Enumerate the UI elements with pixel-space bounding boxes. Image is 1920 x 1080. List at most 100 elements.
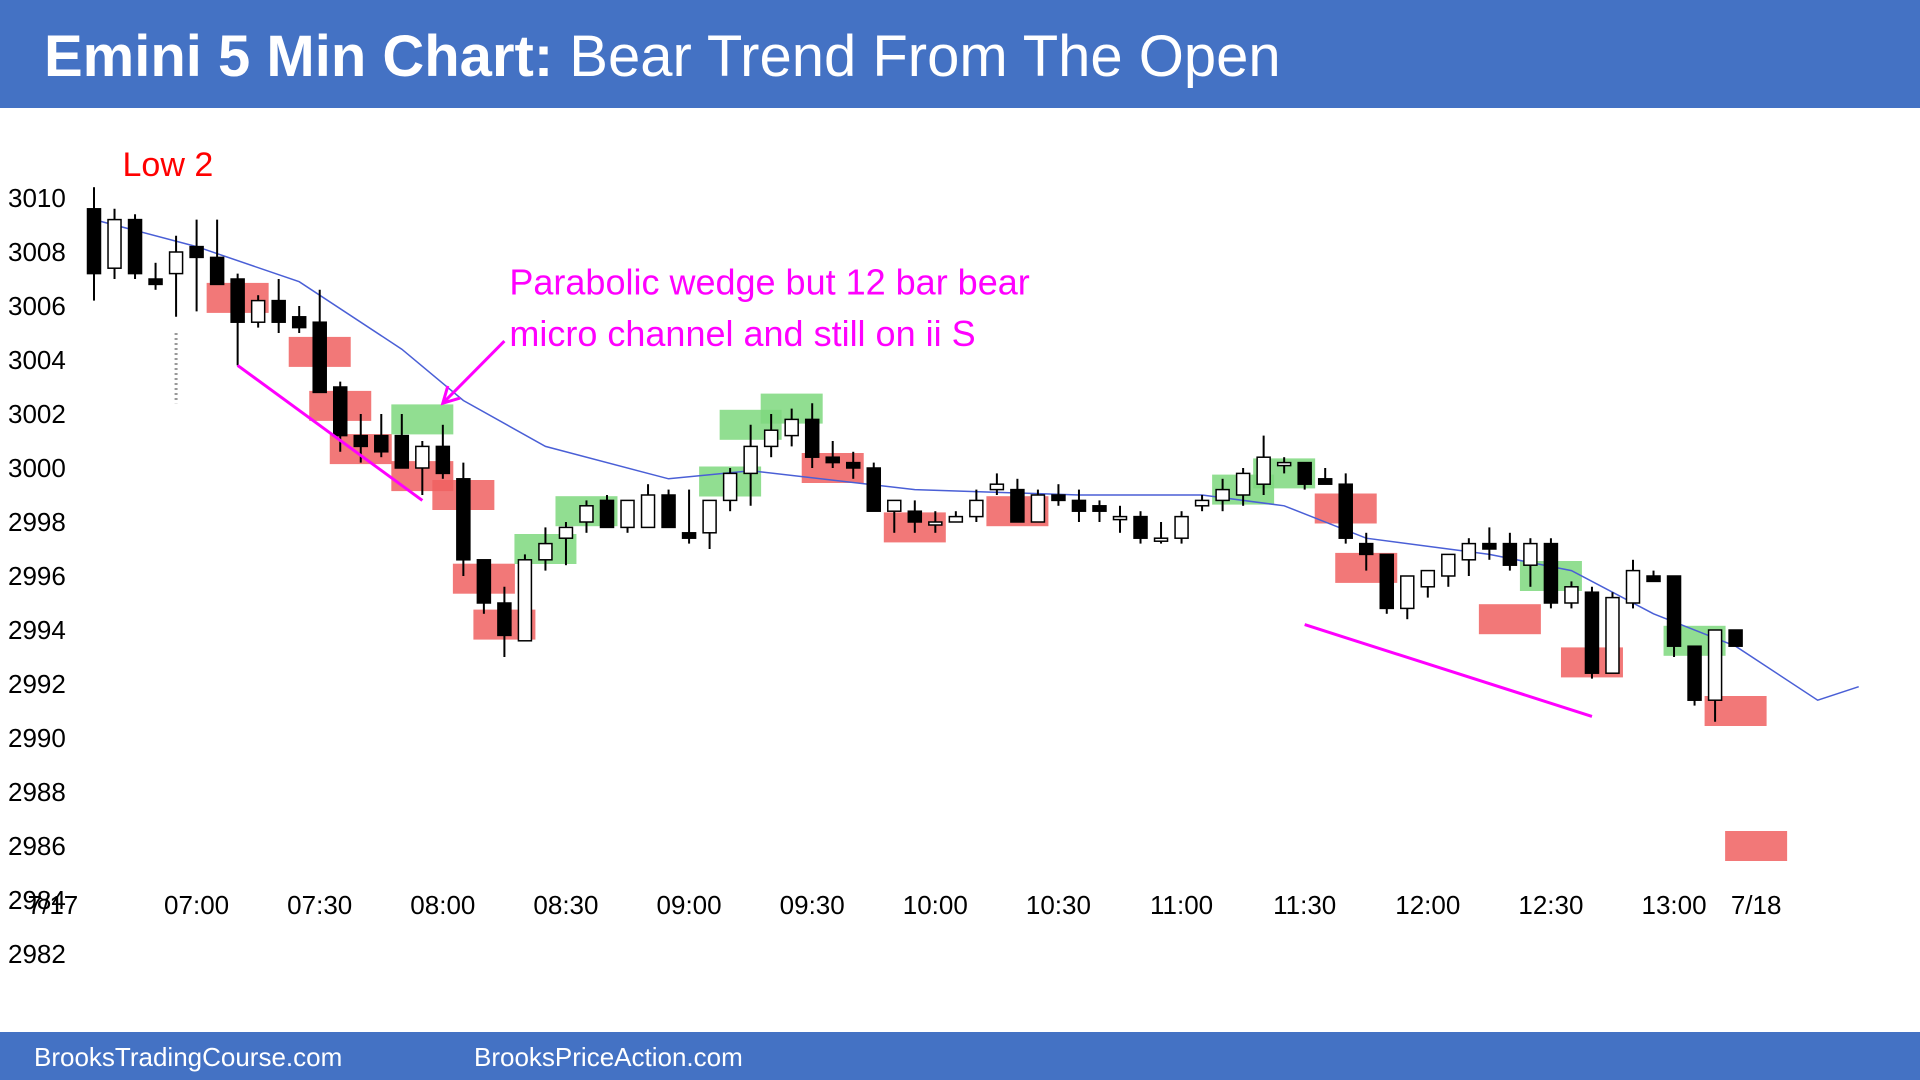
candle-body xyxy=(1605,596,1620,674)
x-tick-label: 7/18 xyxy=(1731,890,1782,920)
candle-body xyxy=(353,434,369,448)
candle-body xyxy=(332,386,348,437)
bull-candle xyxy=(1441,553,1456,587)
chart-title: Emini 5 Min Chart: Bear Trend From The O… xyxy=(44,22,1281,92)
candle-body xyxy=(907,510,923,523)
bear-candle xyxy=(1297,461,1312,490)
candle-body xyxy=(435,445,451,475)
bear-candle xyxy=(1317,468,1333,485)
bear-candle xyxy=(230,273,245,366)
candle-body xyxy=(271,299,286,323)
candle-body xyxy=(681,532,697,539)
candle-body xyxy=(394,434,410,469)
bear-candle xyxy=(456,462,471,576)
bear-candle xyxy=(1502,532,1518,571)
candle-body xyxy=(1338,483,1353,539)
bull-candle xyxy=(640,484,656,529)
candle-body xyxy=(1215,488,1230,502)
footer-right-link[interactable]: BrooksPriceAction.com xyxy=(474,1042,743,1072)
candle-body xyxy=(456,478,471,561)
candle-body xyxy=(1010,488,1025,523)
candle-body xyxy=(1420,569,1436,588)
candle-body xyxy=(969,499,984,518)
title-bold: Emini 5 Min Chart: xyxy=(44,24,554,89)
candle-body xyxy=(558,526,574,539)
y-tick-label: 3002 xyxy=(8,399,66,429)
bull-candle xyxy=(763,414,779,458)
candle-body xyxy=(168,251,184,275)
bear-candle xyxy=(86,187,102,301)
bear-highlight xyxy=(1725,831,1788,861)
bull-candle xyxy=(1153,522,1169,544)
bull-candle xyxy=(558,522,574,566)
footer-left-link[interactable]: BrooksTradingCourse.com xyxy=(34,1042,343,1072)
candle-body xyxy=(1092,505,1107,512)
bear-candle xyxy=(1543,538,1559,609)
bull-candle xyxy=(538,527,553,571)
candle-body xyxy=(804,418,820,458)
candle-body xyxy=(1358,542,1374,556)
candle-body xyxy=(415,445,430,469)
candle-body xyxy=(599,499,615,529)
annotation-text: micro channel and still on ii S xyxy=(509,313,975,354)
x-tick-label: 08:30 xyxy=(533,890,598,920)
candle-body xyxy=(127,218,143,275)
y-tick-label: 3000 xyxy=(8,453,66,483)
bull-candle xyxy=(415,441,430,495)
x-tick-label: 07:30 xyxy=(287,890,352,920)
bear-candle xyxy=(845,451,861,479)
bull-candle xyxy=(168,235,184,317)
candle-body xyxy=(1051,494,1066,502)
candle-body xyxy=(640,494,656,529)
candle-body xyxy=(825,456,840,464)
bull-candle xyxy=(620,499,635,533)
bear-candle xyxy=(394,414,410,469)
bull-candle xyxy=(107,208,122,279)
candle-body xyxy=(1441,553,1456,577)
candle-body xyxy=(1297,461,1312,485)
x-tick-label: 08:00 xyxy=(410,890,475,920)
candle-body xyxy=(1502,542,1518,566)
bear-candle xyxy=(661,489,676,529)
bear-candle xyxy=(1010,478,1025,523)
y-tick-label: 2994 xyxy=(8,615,66,645)
candlestick-chart: 2982 2984 2986 2988 2990 2992 2994 2996 2998 3000… xyxy=(8,146,1859,969)
trend-line xyxy=(1304,623,1593,718)
y-tick-label: 2988 xyxy=(8,777,66,807)
bear-candle xyxy=(681,489,697,544)
bear-candle xyxy=(1071,489,1087,522)
bear-candle xyxy=(1646,570,1661,583)
bear-candle xyxy=(127,214,143,279)
candle-body xyxy=(517,559,533,642)
bull-candle xyxy=(1276,457,1292,474)
bull-candle xyxy=(1625,559,1641,609)
candle-body xyxy=(887,499,902,512)
bull-candle xyxy=(1605,592,1620,674)
bull-candle xyxy=(1564,581,1579,609)
bear-candle xyxy=(374,414,389,458)
candle-body xyxy=(1523,542,1538,566)
candle-body xyxy=(1728,629,1743,647)
candle-body xyxy=(702,499,717,534)
bear-candle xyxy=(1666,575,1682,657)
bear-candle xyxy=(804,403,820,468)
bull-candle xyxy=(784,408,799,447)
y-tick-label: 2984 xyxy=(8,885,66,915)
bear-candle xyxy=(332,381,348,452)
candle-body xyxy=(291,316,307,329)
bull-candle xyxy=(1174,511,1189,544)
y-tick-label: 2992 xyxy=(8,669,66,699)
bull-candle xyxy=(743,424,758,506)
bear-candle xyxy=(1482,527,1497,560)
candle-body xyxy=(1235,472,1251,496)
candle-body xyxy=(1174,515,1189,539)
candle-body xyxy=(722,472,738,502)
candle-body xyxy=(784,418,799,437)
bear-candle xyxy=(1584,586,1600,679)
candle-body xyxy=(1071,499,1087,512)
candle-body xyxy=(538,542,553,561)
candle-body xyxy=(1112,515,1128,521)
bear-candle xyxy=(1092,500,1107,522)
x-tick-label: 12:00 xyxy=(1395,890,1460,920)
x-tick-label: 13:00 xyxy=(1642,890,1707,920)
